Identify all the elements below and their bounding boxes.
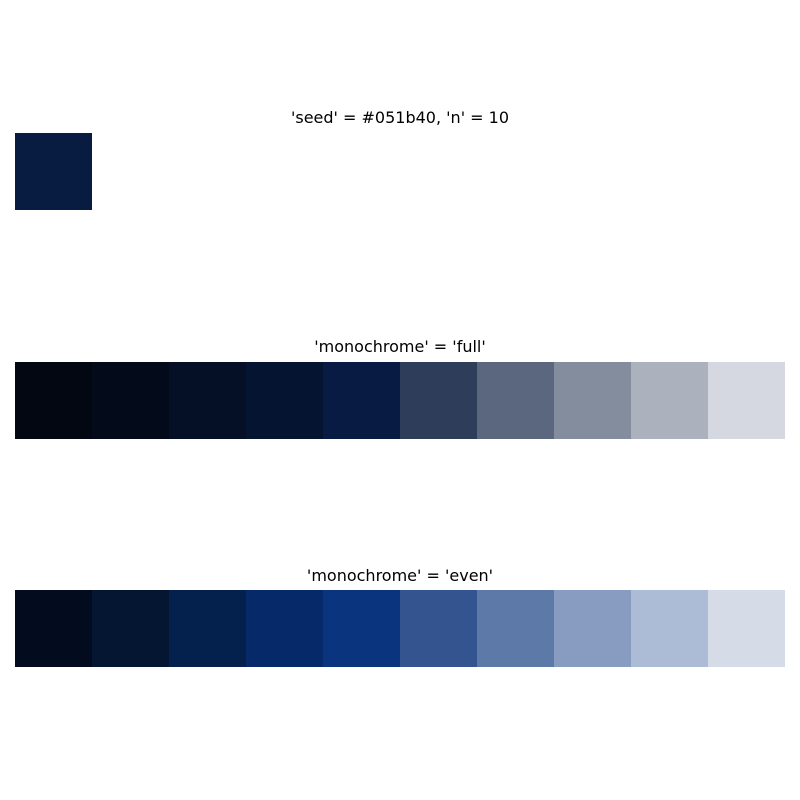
monochrome-even-panel-title: 'monochrome' = 'even' (306, 566, 494, 585)
color-swatch (631, 362, 708, 439)
color-swatch (477, 590, 554, 667)
color-swatch (15, 133, 92, 210)
color-swatch (708, 362, 785, 439)
monochrome-full-panel-title: 'monochrome' = 'full' (314, 337, 486, 356)
color-swatch (246, 590, 323, 667)
color-swatch (246, 362, 323, 439)
seed-swatch-row (15, 133, 92, 210)
color-swatch (554, 362, 631, 439)
color-swatch (323, 590, 400, 667)
color-swatch (631, 590, 708, 667)
color-swatch (477, 362, 554, 439)
color-swatch (169, 362, 246, 439)
color-swatch (554, 590, 631, 667)
color-swatch (708, 590, 785, 667)
monochrome-full-swatch-row (15, 362, 785, 439)
seed-panel-title: 'seed' = #051b40, 'n' = 10 (290, 108, 510, 127)
color-swatch (15, 590, 92, 667)
color-swatch (400, 362, 477, 439)
color-swatch (92, 362, 169, 439)
color-swatch (400, 590, 477, 667)
color-swatch (323, 362, 400, 439)
color-swatch (92, 590, 169, 667)
monochrome-even-swatch-row (15, 590, 785, 667)
color-swatch (169, 590, 246, 667)
color-swatch (15, 362, 92, 439)
